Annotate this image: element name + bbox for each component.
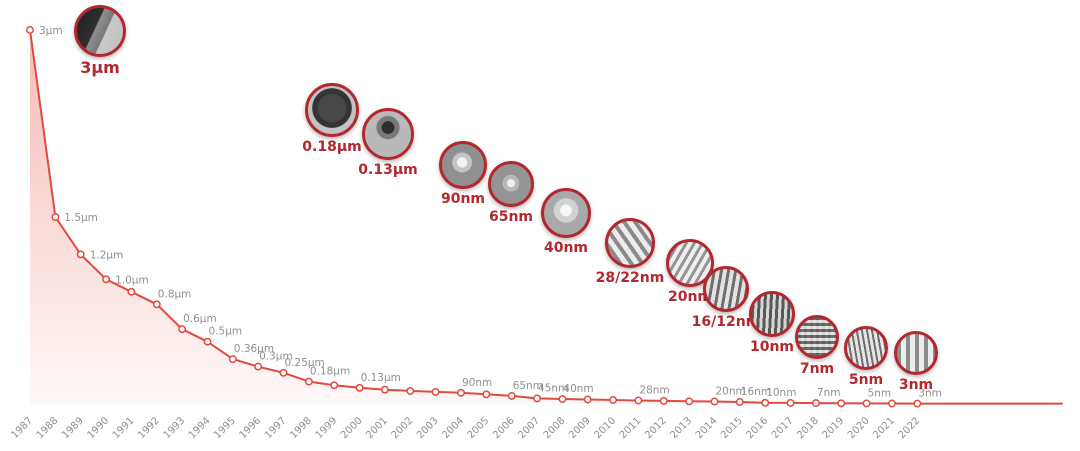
data-point-marker-2000	[355, 383, 364, 392]
data-point-marker-1992	[152, 300, 161, 309]
year-tick-2001: 2001	[364, 415, 390, 441]
data-point-marker-1999	[330, 381, 339, 390]
data-point-marker-1998	[304, 377, 313, 386]
data-point-marker-2002	[406, 386, 415, 395]
data-point-marker-2019	[837, 399, 846, 408]
point-label-2022: 3nm	[918, 388, 942, 400]
data-point-marker-1989	[76, 250, 85, 259]
point-label-2020: 5nm	[868, 387, 892, 399]
year-tick-2008: 2008	[542, 415, 568, 441]
point-label-2008: 40nm	[563, 383, 593, 395]
point-label-1993: 0.6µm	[183, 313, 217, 325]
point-label-2018: 7nm	[817, 387, 841, 399]
year-tick-2011: 2011	[618, 415, 644, 441]
data-point-marker-2014	[710, 397, 719, 406]
data-point-marker-2007	[533, 394, 541, 403]
data-point-marker-1994	[203, 337, 212, 346]
year-tick-1997: 1997	[263, 415, 289, 441]
year-tick-2007: 2007	[516, 415, 542, 441]
year-tick-1995: 1995	[212, 415, 238, 441]
point-label-1989: 1.2µm	[90, 249, 124, 261]
year-tick-2019: 2019	[821, 415, 847, 441]
data-point-marker-2003	[431, 387, 440, 396]
year-tick-2002: 2002	[390, 415, 416, 441]
point-label-1997: 0.25µm	[285, 357, 325, 369]
point-label-1992: 0.8µm	[158, 288, 192, 300]
point-label-2014: 20nm	[716, 386, 746, 398]
point-label-1996: 0.3µm	[259, 351, 293, 363]
point-label-2000: 0.13µm	[361, 372, 401, 384]
year-tick-2021: 2021	[871, 415, 897, 441]
year-tick-2005: 2005	[466, 415, 492, 441]
year-tick-1998: 1998	[288, 415, 314, 441]
year-tick-1990: 1990	[85, 415, 111, 441]
year-tick-2016: 2016	[745, 415, 771, 441]
year-tick-1999: 1999	[314, 415, 340, 441]
year-tick-2017: 2017	[770, 415, 796, 441]
year-tick-2018: 2018	[795, 415, 821, 441]
point-label-2006: 65nm	[513, 380, 543, 392]
data-point-marker-1991	[127, 287, 136, 296]
data-point-marker-2015	[735, 398, 744, 406]
year-tick-1993: 1993	[161, 415, 187, 441]
data-point-marker-2018	[811, 399, 820, 408]
data-point-marker-2004	[457, 388, 465, 397]
data-point-marker-1996	[254, 362, 263, 371]
data-point-marker-2013	[685, 397, 694, 406]
data-point-marker-2010	[609, 396, 618, 404]
year-tick-2009: 2009	[567, 415, 593, 441]
point-label-1990: 1.0µm	[115, 274, 149, 286]
year-tick-1991: 1991	[111, 415, 137, 441]
data-point-marker-1987	[26, 26, 34, 34]
data-point-marker-1997	[279, 368, 288, 377]
year-tick-2015: 2015	[719, 415, 745, 441]
point-label-2007: 45nm	[538, 382, 568, 394]
point-label-1987: 3µm	[39, 25, 63, 37]
data-point-marker-2020	[862, 399, 871, 408]
year-tick-1996: 1996	[237, 415, 263, 441]
point-label-2004: 90nm	[462, 377, 492, 389]
year-tick-1989: 1989	[60, 415, 86, 441]
data-point-marker-1988	[51, 213, 60, 221]
year-tick-1988: 1988	[35, 415, 61, 441]
data-point-marker-1993	[178, 325, 187, 334]
year-tick-1992: 1992	[136, 415, 162, 441]
data-point-marker-1995	[228, 355, 237, 364]
point-label-1994: 0.5µm	[209, 326, 243, 338]
data-point-marker-2011	[634, 396, 643, 405]
data-point-marker-2012	[659, 396, 668, 405]
data-point-marker-1990	[102, 275, 111, 284]
data-point-marker-2021	[887, 399, 896, 408]
year-tick-2000: 2000	[339, 415, 365, 441]
data-point-marker-2017	[786, 398, 795, 407]
year-tick-2012: 2012	[643, 415, 669, 441]
point-label-2016: 10nm	[766, 387, 796, 399]
year-tick-2013: 2013	[668, 415, 694, 441]
point-label-2015: 16nm	[741, 386, 771, 398]
point-label-1998: 0.18µm	[310, 366, 350, 378]
year-tick-2022: 2022	[897, 415, 923, 441]
data-point-marker-2001	[380, 385, 389, 394]
point-label-1995: 0.36µm	[234, 343, 274, 355]
year-tick-2003: 2003	[415, 415, 441, 441]
area-fill	[30, 30, 1062, 404]
data-point-marker-2008	[558, 395, 567, 403]
year-tick-1994: 1994	[187, 415, 213, 441]
data-point-marker-2009	[583, 395, 592, 404]
year-tick-2010: 2010	[592, 415, 618, 441]
year-tick-2004: 2004	[440, 415, 466, 441]
data-point-marker-2022	[913, 399, 922, 408]
year-tick-1987: 1987	[9, 415, 35, 441]
data-point-marker-2006	[507, 391, 516, 400]
point-label-2011: 28nm	[639, 385, 669, 397]
data-point-marker-2016	[761, 398, 770, 407]
year-tick-2020: 2020	[846, 415, 872, 441]
year-tick-2014: 2014	[694, 415, 720, 441]
data-point-marker-2005	[482, 390, 491, 399]
point-label-1988: 1.5µm	[64, 212, 98, 224]
year-tick-2006: 2006	[491, 415, 517, 441]
